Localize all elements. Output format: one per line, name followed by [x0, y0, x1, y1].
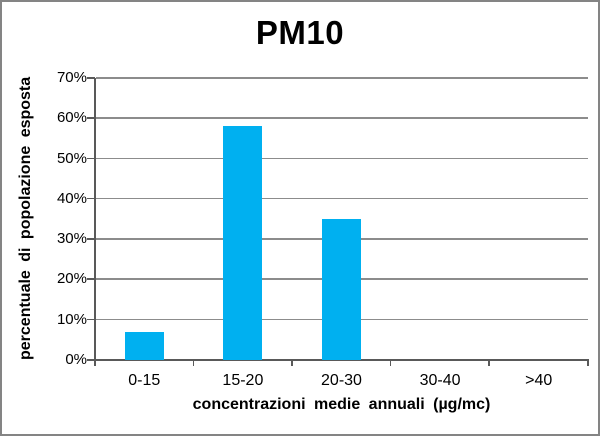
x-axis-tick	[291, 360, 293, 366]
y-axis-line	[94, 78, 96, 366]
y-axis-tick	[87, 278, 95, 280]
bar-20-30	[322, 219, 361, 360]
x-tick-label: 20-30	[321, 372, 362, 389]
x-axis-tick	[587, 360, 589, 366]
y-tick-label: 70%	[56, 69, 87, 86]
x-tick-label: 0-15	[128, 372, 161, 389]
x-axis-tick	[389, 360, 392, 366]
y-tick-label: 0%	[65, 351, 87, 368]
gridline	[96, 117, 588, 119]
y-axis-tick	[87, 117, 95, 119]
y-axis-tick	[87, 359, 95, 361]
x-axis-tick	[488, 360, 490, 366]
x-axis-title: concentrazioni medie annuali (µg/mc)	[192, 396, 491, 413]
gridline	[96, 157, 588, 160]
y-axis-tick	[87, 77, 95, 79]
y-tick-label: 50%	[56, 149, 87, 167]
y-tick-label: 10%	[56, 310, 87, 328]
y-tick-label: 20%	[56, 270, 87, 288]
x-axis-tick	[192, 360, 195, 366]
y-axis-tick	[87, 238, 95, 240]
y-tick-label: 60%	[56, 109, 87, 127]
y-axis-tick	[87, 197, 95, 200]
y-tick-label: 40%	[56, 189, 87, 207]
bar-15-20	[223, 126, 263, 360]
gridline	[96, 77, 588, 79]
x-tick-label: 30-40	[419, 372, 461, 389]
x-tick-label: >40	[525, 372, 553, 389]
y-tick-label: 30%	[56, 230, 87, 248]
y-axis-tick	[87, 318, 95, 321]
y-axis-tick	[87, 157, 95, 160]
chart-title: PM10	[255, 14, 345, 51]
bar-0-15	[124, 331, 164, 360]
gridline	[96, 197, 588, 200]
x-tick-label: 15-20	[222, 372, 264, 389]
